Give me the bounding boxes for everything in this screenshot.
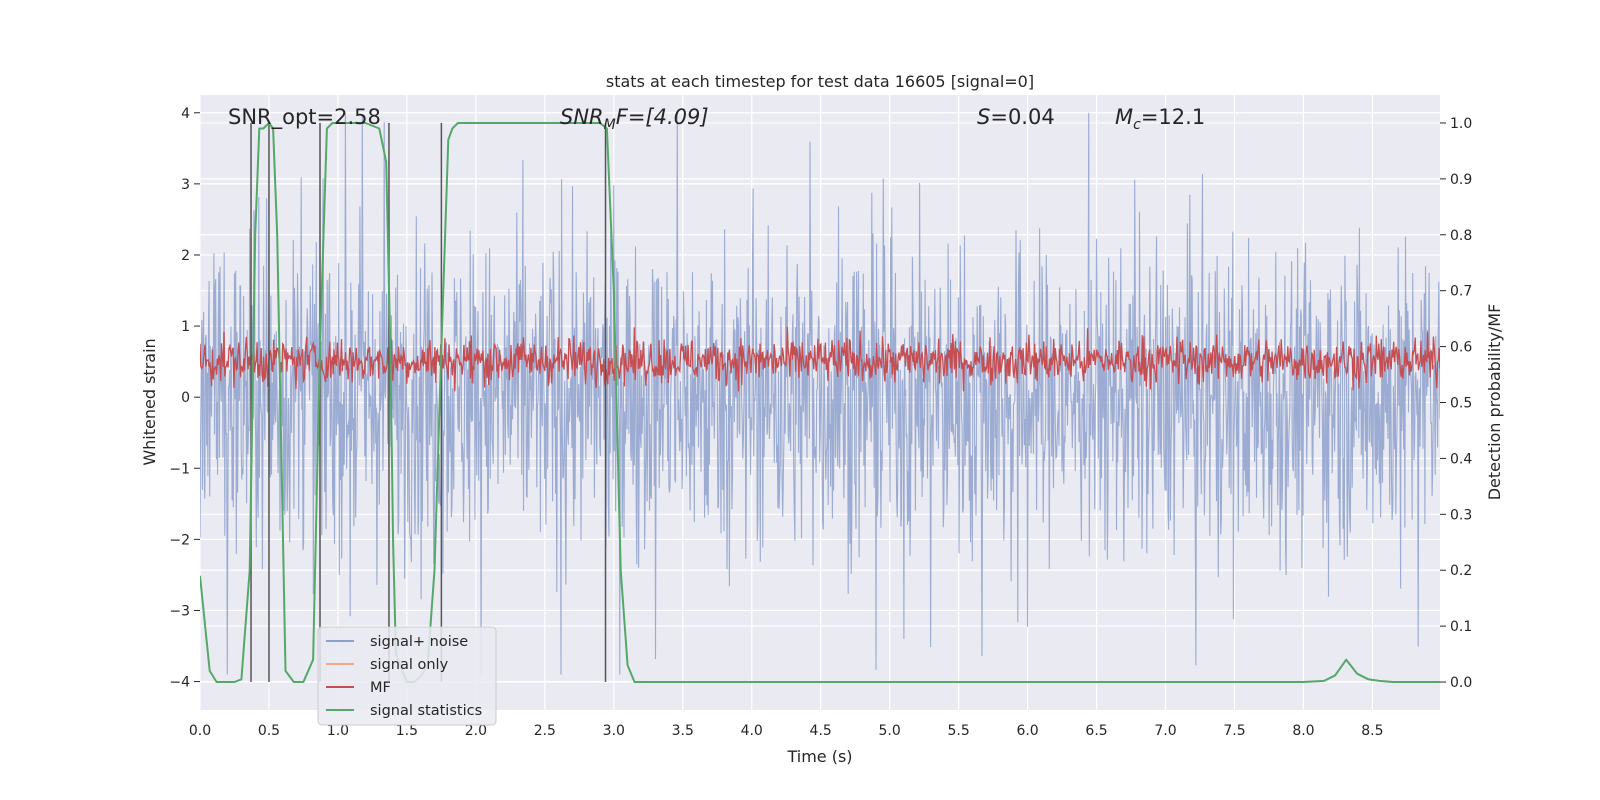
legend-label-signal-noise: signal+ noise bbox=[370, 634, 468, 650]
x-tick-15: 7.5 bbox=[1223, 723, 1245, 739]
legend-label-signal-only: signal only bbox=[370, 657, 449, 673]
signal-plus-noise-line bbox=[200, 112, 1440, 675]
x-tick-2: 1.0 bbox=[327, 723, 349, 739]
x-tick-7: 3.5 bbox=[672, 723, 694, 739]
annotation-mc-var: M bbox=[1115, 105, 1133, 129]
y-right-axis-ticks: 0.0 0.1 0.2 0.3 0.4 0.5 0.6 0.7 0.8 0.9 1.0 bbox=[1440, 116, 1472, 691]
x-tick-14: 7.0 bbox=[1154, 723, 1176, 739]
x-tick-10: 5.0 bbox=[879, 723, 901, 739]
x-tick-16: 8.0 bbox=[1292, 723, 1314, 739]
legend-entry-signal-only: signal only bbox=[326, 657, 449, 673]
y-left-tick-3: −1 bbox=[169, 461, 190, 477]
x-tick-4: 2.0 bbox=[465, 723, 487, 739]
legend-entry-mf: MF bbox=[326, 680, 391, 696]
y-right-tick-9: 0.9 bbox=[1450, 172, 1472, 188]
annotation-mc-value: =12.1 bbox=[1141, 105, 1205, 129]
legend-label-signal-statistics: signal statistics bbox=[370, 703, 482, 719]
x-tick-5: 2.5 bbox=[534, 723, 556, 739]
annotation-s: S=0.04 bbox=[977, 105, 1055, 129]
legend: signal+ noise signal only MF signal stat… bbox=[317, 626, 497, 726]
event-markers bbox=[250, 122, 607, 683]
x-tick-6: 3.0 bbox=[603, 723, 625, 739]
y-left-tick-2: −2 bbox=[169, 532, 190, 548]
y-left-axis-label: Whitened strain bbox=[140, 338, 159, 465]
x-axis-label: Time (s) bbox=[786, 747, 852, 766]
x-tick-13: 6.5 bbox=[1085, 723, 1107, 739]
series-signal-plus-noise bbox=[200, 112, 1440, 675]
x-tick-8: 4.0 bbox=[741, 723, 763, 739]
annotation-s-value: =0.04 bbox=[990, 105, 1054, 129]
y-right-tick-5: 0.5 bbox=[1450, 396, 1472, 412]
chart-title: stats at each timestep for test data 166… bbox=[606, 72, 1034, 91]
y-right-tick-0: 0.0 bbox=[1450, 675, 1472, 691]
x-tick-1: 0.5 bbox=[258, 723, 280, 739]
y-left-tick-0: −4 bbox=[169, 675, 190, 691]
series-mf bbox=[200, 326, 1440, 392]
y-right-tick-10: 1.0 bbox=[1450, 116, 1472, 132]
y-right-tick-6: 0.6 bbox=[1450, 340, 1472, 356]
x-tick-12: 6.0 bbox=[1016, 723, 1038, 739]
y-left-tick-1: −3 bbox=[169, 603, 190, 619]
x-tick-3: 1.5 bbox=[396, 723, 418, 739]
y-left-tick-6: 2 bbox=[181, 248, 190, 264]
annotation-s-var: S bbox=[977, 105, 990, 129]
legend-box bbox=[317, 626, 497, 726]
x-tick-0: 0.0 bbox=[189, 723, 211, 739]
annotation-mc: Mc=12.1 bbox=[1115, 105, 1205, 133]
y-right-tick-3: 0.3 bbox=[1450, 507, 1472, 523]
y-left-tick-7: 3 bbox=[181, 177, 190, 193]
y-right-tick-4: 0.4 bbox=[1450, 451, 1472, 467]
legend-label-mf: MF bbox=[370, 680, 391, 696]
legend-entry-signal-noise: signal+ noise bbox=[326, 634, 468, 650]
x-tick-9: 4.5 bbox=[810, 723, 832, 739]
y-right-tick-8: 0.8 bbox=[1450, 228, 1472, 244]
y-right-axis-label: Detection probability/MF bbox=[1485, 304, 1504, 501]
annotation-snr-opt: SNR_opt=2.58 bbox=[228, 105, 381, 130]
y-right-tick-1: 0.1 bbox=[1450, 619, 1472, 635]
y-left-tick-4: 0 bbox=[181, 390, 190, 406]
annotation-snr-mf: SNRMF=[4.09] bbox=[560, 105, 709, 133]
annotation-snr-mf-rest: F=[4.09] bbox=[616, 105, 709, 129]
x-tick-17: 8.5 bbox=[1361, 723, 1383, 739]
y-left-tick-5: 1 bbox=[181, 319, 190, 335]
y-left-tick-8: 4 bbox=[181, 106, 190, 122]
x-tick-11: 5.5 bbox=[947, 723, 969, 739]
annotation-snr-mf-var: SNR bbox=[560, 105, 604, 129]
annotation-snr-mf-sub: M bbox=[604, 117, 616, 133]
y-left-axis-ticks: −4 −3 −2 −1 0 1 2 3 4 bbox=[169, 106, 200, 691]
y-right-tick-2: 0.2 bbox=[1450, 563, 1472, 579]
y-right-tick-7: 0.7 bbox=[1450, 284, 1472, 300]
annotation-mc-sub: c bbox=[1133, 117, 1141, 133]
legend-entry-signal-statistics: signal statistics bbox=[326, 703, 482, 719]
x-axis-ticks: 0.0 0.5 1.0 1.5 2.0 2.5 3.0 3.5 4.0 4.5 5.0 5.5 6.0 6… bbox=[189, 723, 1384, 739]
mf-line bbox=[200, 326, 1440, 392]
